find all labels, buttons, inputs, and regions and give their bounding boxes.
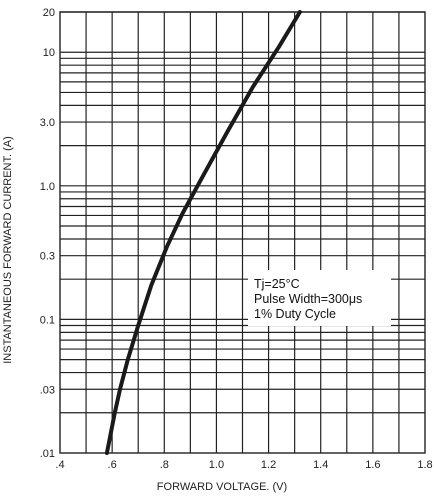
y-axis-label: INSTANTANEOUS FORWARD CURRENT. (A) <box>2 136 14 364</box>
y-tick-label: 20 <box>43 7 55 19</box>
x-tick-label: 1.4 <box>313 459 328 471</box>
y-tick-label: 3.0 <box>40 117 55 129</box>
y-tick-label: 0.3 <box>40 251 55 263</box>
x-tick-label: .4 <box>55 459 64 471</box>
legend-box: Tj=25°C Pulse Width=300μs 1% Duty Cycle <box>248 270 391 326</box>
x-tick-label: .6 <box>108 459 117 471</box>
annotation-temperature: Tj=25°C <box>254 277 300 291</box>
y-tick-label: .01 <box>40 448 55 460</box>
x-tick-label: 1.2 <box>261 459 276 471</box>
y-tick-label: .03 <box>40 384 55 396</box>
x-axis-label: FORWARD VOLTAGE. (V) <box>157 481 287 493</box>
annotation-duty-cycle: 1% Duty Cycle <box>254 307 336 321</box>
y-axis-ticks: 20 10 3.0 1.0 0.3 0.1 .03 .01 <box>40 7 55 460</box>
forward-characteristic-curve <box>104 10 302 455</box>
y-tick-label: 10 <box>43 47 55 59</box>
x-tick-label: .8 <box>160 459 169 471</box>
legend-background <box>248 270 391 326</box>
y-tick-label: 0.1 <box>40 314 55 326</box>
x-tick-label: 1.8 <box>417 459 432 471</box>
x-tick-label: 1.0 <box>209 459 224 471</box>
annotation-pulse-width: Pulse Width=300μs <box>254 292 362 306</box>
x-axis-ticks: .4 .6 .8 1.0 1.2 1.4 1.6 1.8 <box>55 459 432 471</box>
x-tick-label: 1.6 <box>365 459 380 471</box>
plot-frame <box>59 11 426 454</box>
grid <box>60 11 425 453</box>
y-tick-label: 1.0 <box>40 181 55 193</box>
